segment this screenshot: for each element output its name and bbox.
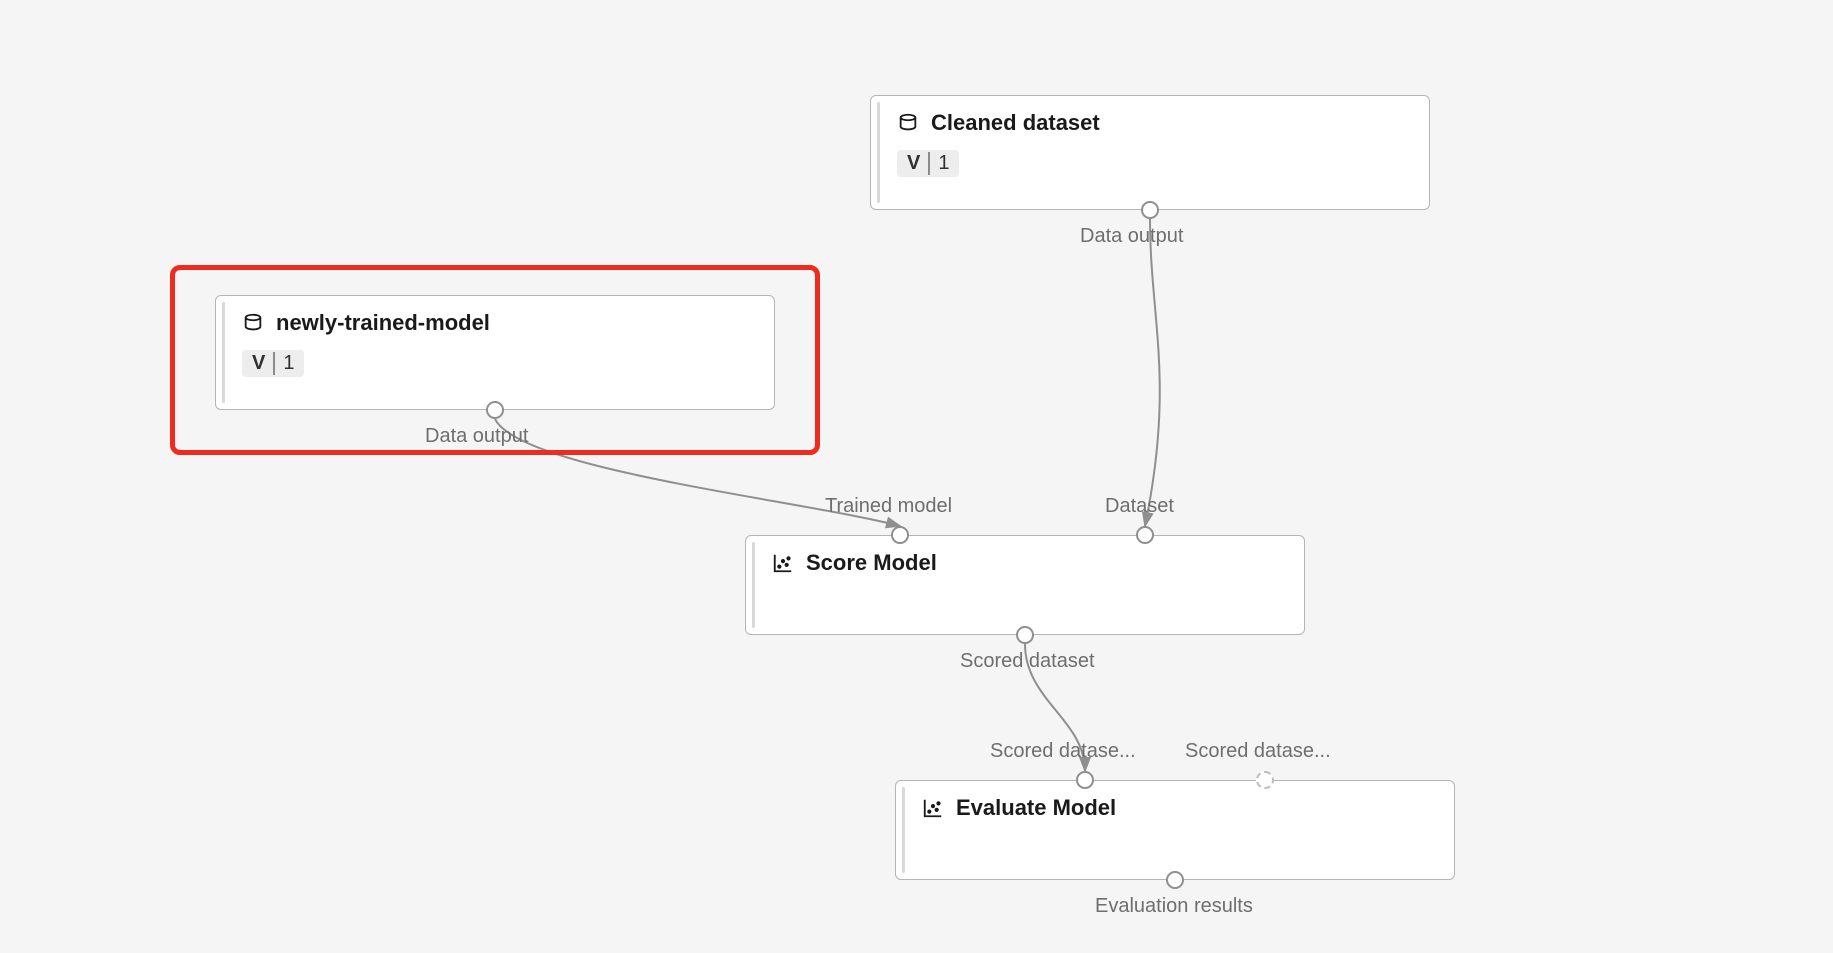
version-badge[interactable]: V 1: [897, 150, 959, 177]
node-header: Score Model: [772, 550, 1286, 576]
edge: [1145, 219, 1160, 526]
node-cleaned-dataset[interactable]: Cleaned dataset V 1: [870, 95, 1430, 210]
port-label: Evaluation results: [1095, 895, 1253, 918]
version-number: 1: [283, 352, 294, 375]
port-label: Scored datase...: [1185, 740, 1331, 763]
node-evaluate-model[interactable]: Evaluate Model: [895, 780, 1455, 880]
port[interactable]: [891, 526, 909, 544]
port[interactable]: [1256, 771, 1274, 789]
version-letter: V: [252, 352, 275, 375]
database-icon: [897, 112, 919, 134]
database-icon: [242, 312, 264, 334]
node-title: Evaluate Model: [956, 795, 1116, 821]
node-header: Evaluate Model: [922, 795, 1436, 821]
node-title: Score Model: [806, 550, 937, 576]
version-letter: V: [907, 152, 930, 175]
node-header: newly-trained-model: [242, 310, 756, 336]
node-newly-trained-model[interactable]: newly-trained-model V 1: [215, 295, 775, 410]
port-label: Scored datase...: [990, 740, 1136, 763]
port-label: Data output: [425, 425, 528, 448]
port[interactable]: [1136, 526, 1154, 544]
node-header: Cleaned dataset: [897, 110, 1411, 136]
node-title: Cleaned dataset: [931, 110, 1100, 136]
version-number: 1: [938, 152, 949, 175]
port[interactable]: [1166, 871, 1184, 889]
scatter-icon: [922, 797, 944, 819]
port[interactable]: [1076, 771, 1094, 789]
port-label: Trained model: [825, 495, 952, 518]
port-label: Dataset: [1105, 495, 1174, 518]
scatter-icon: [772, 552, 794, 574]
node-score-model[interactable]: Score Model: [745, 535, 1305, 635]
port-label: Scored dataset: [960, 650, 1095, 673]
version-badge[interactable]: V 1: [242, 350, 304, 377]
port[interactable]: [1016, 626, 1034, 644]
port-label: Data output: [1080, 225, 1183, 248]
port[interactable]: [486, 401, 504, 419]
node-title: newly-trained-model: [276, 310, 490, 336]
port[interactable]: [1141, 201, 1159, 219]
